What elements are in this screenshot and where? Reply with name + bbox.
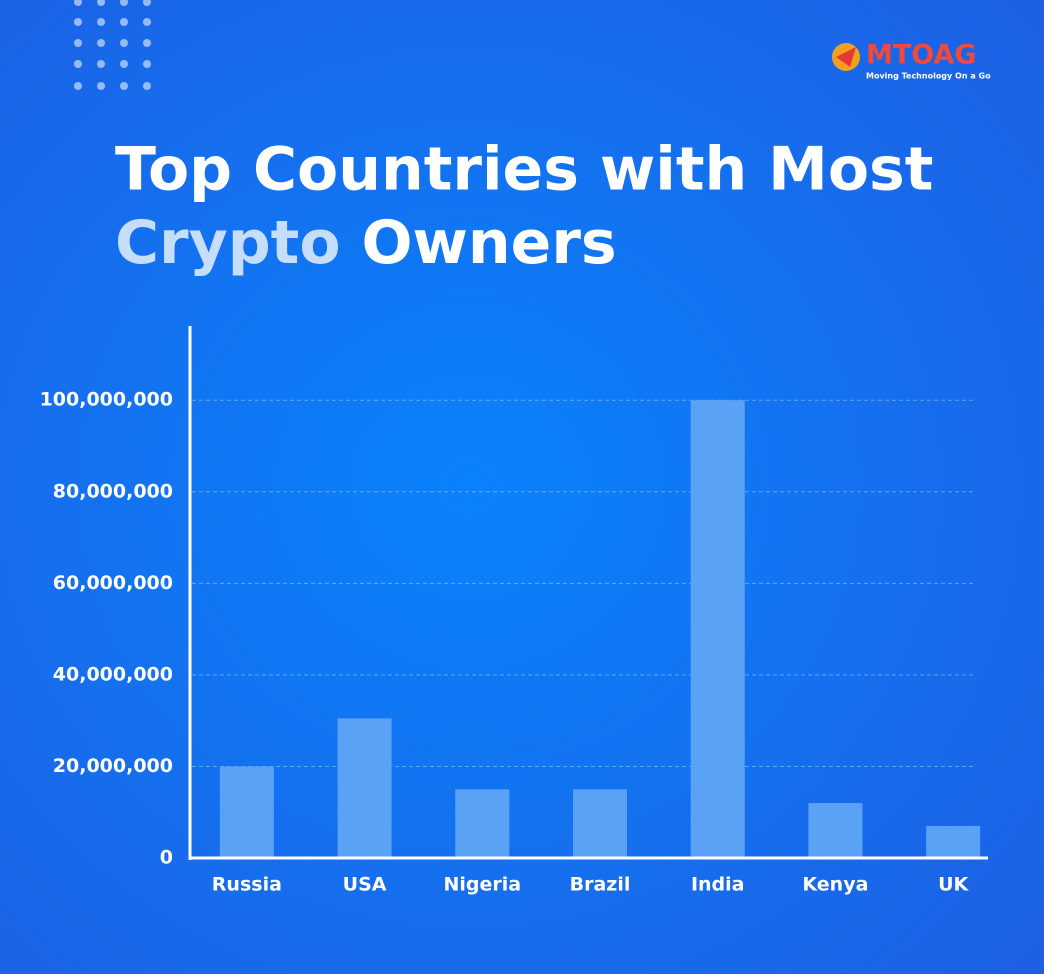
x-tick-label: UK: [938, 874, 969, 896]
bar: [573, 789, 627, 858]
logo-name: MTOAG: [866, 40, 977, 71]
bar: [926, 825, 981, 858]
x-tick-label: Brazil: [570, 874, 631, 896]
y-tick-label: 40,000,000: [53, 663, 173, 685]
y-tick-label: 60,000,000: [53, 572, 173, 594]
title-rest: Owners: [361, 208, 616, 278]
bar: [808, 803, 863, 858]
x-tick-label: USA: [343, 874, 387, 896]
bar: [455, 789, 510, 858]
logo-icon-arrow: [836, 47, 856, 67]
x-tick-label: Nigeria: [443, 874, 521, 896]
y-tick-label: 0: [160, 847, 173, 869]
bar: [690, 400, 745, 858]
dot-pattern: [74, 0, 151, 90]
title-highlight: Crypto: [115, 208, 341, 278]
logo: MTOAG Moving Technology On a Go: [832, 40, 991, 81]
bar: [337, 718, 392, 858]
bar: [219, 766, 274, 858]
y-tick-label: 100,000,000: [40, 389, 173, 411]
chart-title: Crypto Owners: [115, 208, 617, 278]
x-tick-label: India: [691, 874, 745, 896]
chart-title: Top Countries with Most: [115, 135, 933, 205]
x-tick-label: Kenya: [802, 874, 868, 896]
y-tick-label: 80,000,000: [53, 480, 173, 502]
logo-tagline: Moving Technology On a Go: [866, 72, 991, 81]
y-tick-label: 20,000,000: [53, 755, 173, 777]
x-tick-label: Russia: [212, 874, 282, 896]
